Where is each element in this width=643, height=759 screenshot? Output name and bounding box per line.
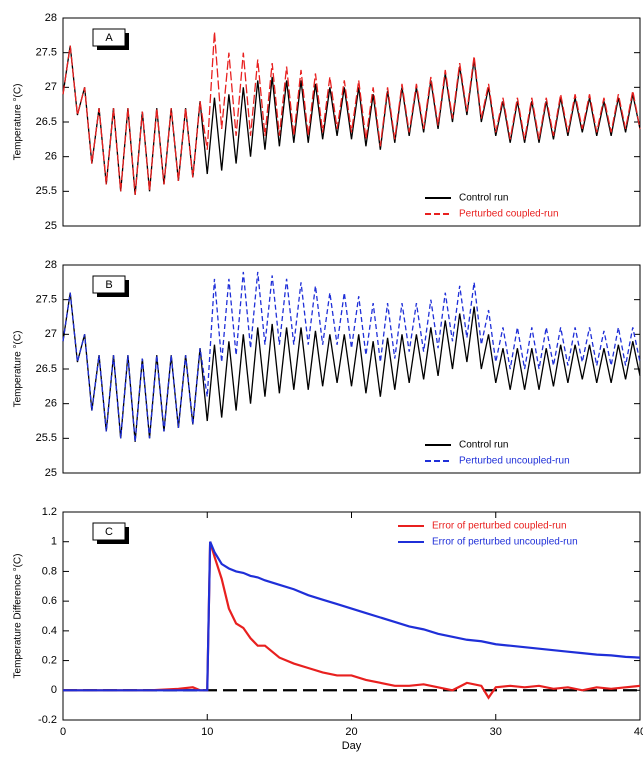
series-line [63,541,641,692]
y-axis-label: Temperature °(C) [13,331,24,408]
y-tick-label: 28 [45,259,57,271]
plot-frame [62,17,641,227]
y-tick-label: 26 [45,151,57,163]
y-axis-label: Temperature °(C) [13,84,24,161]
x-tick-label: 10 [201,726,213,738]
y-tick-label: 0 [51,684,57,696]
y-tick-label: 25.5 [36,185,57,197]
x-tick-label: 30 [490,726,502,738]
y-tick-label: 0.2 [42,654,57,666]
y-tick-label: 27.5 [36,47,57,59]
panel-label: A [105,32,113,44]
y-tick-label: 28 [45,12,57,24]
y-tick-label: 26 [45,398,57,410]
series-line [62,292,641,442]
legend-label: Perturbed uncoupled-run [459,456,570,467]
x-tick-label: 0 [60,726,66,738]
series-line [62,45,641,195]
x-tick-label: 20 [345,726,357,738]
panel-label-box [92,28,126,47]
x-tick-label: 40 [634,726,643,738]
y-tick-label: 0.8 [42,565,57,577]
panel-label-box [92,275,126,294]
x-axis-label: Day [342,740,362,752]
legend-label: Perturbed coupled-run [459,209,559,220]
panel-label: B [105,279,112,291]
y-tick-label: 26.5 [36,363,57,375]
legend-label: Error of perturbed coupled-run [432,521,567,532]
y-tick-label: 0.6 [42,595,57,607]
y-tick-label: 25.5 [36,432,57,444]
series-line [62,271,641,442]
panel-label: C [105,526,113,538]
series-line [62,31,641,195]
y-tick-label: 1.2 [42,506,57,518]
y-axis-label: Temperature Difference °(C) [13,554,24,679]
y-tick-label: 25 [45,467,57,479]
panel-label-box [92,522,126,541]
plot-frame [62,264,641,474]
y-tick-label: 27 [45,81,57,93]
legend-label: Control run [459,440,508,451]
y-tick-label: -0.2 [38,714,57,726]
y-tick-label: 1 [51,536,57,548]
y-tick-label: 25 [45,220,57,232]
y-tick-label: 27 [45,328,57,340]
series-line [63,541,641,700]
legend-label: Control run [459,193,508,204]
y-tick-label: 0.4 [42,625,57,637]
y-tick-label: 27.5 [36,294,57,306]
y-tick-label: 26.5 [36,116,57,128]
legend-label: Error of perturbed uncoupled-run [432,537,578,548]
